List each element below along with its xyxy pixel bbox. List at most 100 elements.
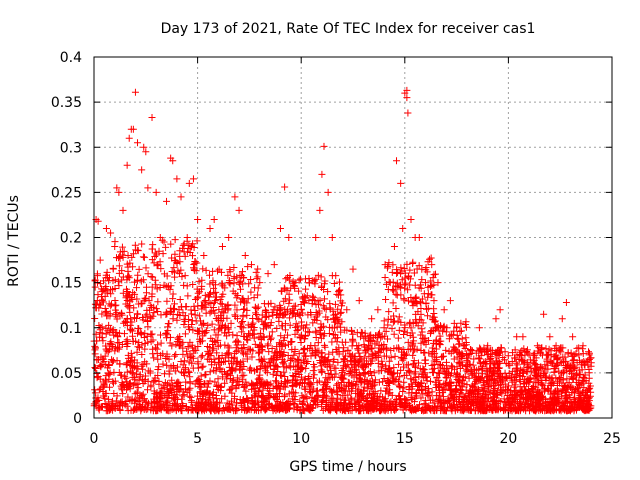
roti-point xyxy=(456,360,464,368)
roti-point xyxy=(244,263,252,271)
roti-point xyxy=(109,265,117,273)
roti-point xyxy=(209,267,217,275)
roti-point xyxy=(165,367,173,375)
roti-point xyxy=(142,312,150,320)
roti-point xyxy=(153,285,161,293)
roti-point xyxy=(170,364,178,372)
roti-point xyxy=(111,276,119,284)
roti-point xyxy=(95,404,103,412)
roti-point xyxy=(451,346,459,354)
roti-point xyxy=(146,313,154,321)
roti-point xyxy=(262,406,270,414)
roti-point xyxy=(281,342,289,350)
roti-point xyxy=(424,283,432,291)
roti-point xyxy=(429,369,437,377)
roti-point xyxy=(134,246,142,254)
roti-point xyxy=(324,288,332,296)
roti-point xyxy=(424,293,432,301)
roti-point xyxy=(310,397,318,405)
roti-point xyxy=(484,382,492,390)
roti-point xyxy=(328,234,336,241)
roti-point xyxy=(232,347,240,355)
roti-point xyxy=(460,380,468,388)
roti-point xyxy=(206,271,214,279)
roti-point xyxy=(324,375,332,383)
roti-point xyxy=(169,305,177,313)
roti-point xyxy=(408,342,416,350)
roti-point xyxy=(251,284,259,292)
roti-point xyxy=(191,306,199,314)
roti-point xyxy=(278,372,286,380)
roti-point xyxy=(185,315,193,323)
roti-point xyxy=(119,253,127,261)
roti-point xyxy=(134,384,142,392)
roti-point xyxy=(393,396,401,404)
roti-point xyxy=(463,365,471,373)
roti-point xyxy=(348,395,356,403)
roti-point xyxy=(401,269,409,277)
roti-point xyxy=(277,332,285,340)
roti-point xyxy=(154,341,162,349)
roti-point xyxy=(326,305,334,313)
roti-point xyxy=(238,405,246,413)
roti-point xyxy=(318,368,326,376)
roti-point xyxy=(242,378,250,386)
y-tick-label: 0.05 xyxy=(51,366,82,382)
roti-point xyxy=(492,315,500,323)
roti-point xyxy=(463,406,471,414)
roti-point xyxy=(577,361,585,369)
roti-point xyxy=(231,193,239,201)
roti-point xyxy=(294,326,302,334)
roti-point xyxy=(150,354,158,362)
roti-point xyxy=(257,356,265,364)
roti-point xyxy=(447,349,455,357)
roti-point xyxy=(476,375,484,383)
roti-point xyxy=(422,356,430,364)
roti-point xyxy=(171,396,179,404)
roti-point xyxy=(440,322,448,330)
roti-point xyxy=(131,375,139,383)
roti-point xyxy=(349,336,357,344)
roti-point xyxy=(272,349,280,357)
roti-point xyxy=(334,358,342,366)
roti-point xyxy=(170,390,178,398)
roti-point xyxy=(312,329,320,337)
roti-point xyxy=(191,258,199,266)
roti-point xyxy=(126,357,134,365)
roti-point xyxy=(337,308,345,316)
roti-point xyxy=(319,322,327,330)
roti-point xyxy=(465,374,473,382)
roti-point xyxy=(198,363,206,371)
roti-point xyxy=(174,334,182,342)
roti-point xyxy=(160,238,168,246)
roti-point xyxy=(311,280,319,288)
roti-point xyxy=(419,390,427,398)
roti-point xyxy=(276,385,284,393)
roti-point xyxy=(543,355,551,363)
roti-point xyxy=(489,359,497,367)
roti-point xyxy=(482,360,490,368)
roti-point xyxy=(320,295,328,303)
roti-point xyxy=(168,342,176,350)
roti-point xyxy=(492,379,500,387)
roti-point xyxy=(257,329,265,337)
roti-point xyxy=(240,383,248,391)
roti-point xyxy=(178,273,186,281)
roti-point xyxy=(132,337,140,345)
roti-point xyxy=(403,260,411,268)
roti-point xyxy=(368,371,376,379)
roti-point xyxy=(177,368,185,376)
roti-point xyxy=(218,280,226,288)
roti-point xyxy=(220,358,228,366)
roti-point xyxy=(322,313,330,321)
roti-point xyxy=(225,277,233,285)
roti-point xyxy=(585,374,593,382)
roti-point xyxy=(311,342,319,350)
roti-point xyxy=(547,381,555,389)
roti-point xyxy=(139,313,147,321)
roti-point xyxy=(115,329,123,337)
roti-point xyxy=(316,296,324,304)
roti-point xyxy=(134,325,142,333)
roti-point xyxy=(442,379,450,387)
roti-point xyxy=(156,258,164,266)
